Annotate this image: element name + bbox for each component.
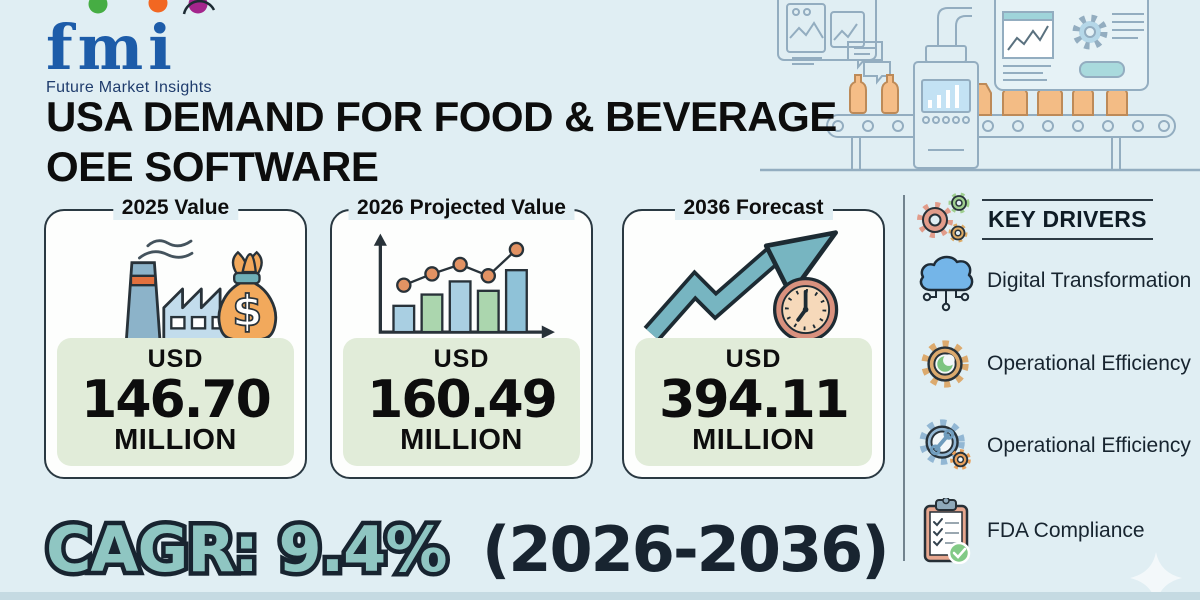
bar-chart-growth-icon [373, 233, 555, 339]
key-driver-label: Operational Efficiency [987, 352, 1191, 375]
stat-unit: MILLION [114, 424, 237, 456]
cagr-value-outline: CAGR: 9.4% [41, 509, 451, 590]
key-driver-operational-efficiency-2: Operational Efficiency [916, 416, 1192, 476]
bottom-strip [0, 592, 1200, 600]
key-driver-label: Operational Efficiency [987, 434, 1191, 457]
gear-wrench-icon [919, 419, 971, 470]
page-title-line1: USA DEMAND FOR FOOD & BEVERAGE [46, 93, 837, 140]
fmi-logo: fmi Future Market Insights [46, 0, 306, 97]
stat-card-label: 2036 Forecast [674, 196, 833, 220]
stat-value: 146.70 [81, 370, 272, 430]
key-driver-label: FDA Compliance [987, 519, 1145, 542]
clipboard-check-icon [923, 498, 971, 564]
stat-value-box: USD 146.70 MILLION [57, 338, 294, 466]
stat-currency: USD [433, 345, 490, 373]
stat-card-2025-value: 2025 Value $ USD 146.70 MILLION [44, 196, 307, 479]
gears-cluster-icon [917, 192, 970, 243]
stat-card-2036-forecast: 2036 Forecast USD 394.11 MILLION [622, 196, 885, 479]
key-drivers-title: KEY DRIVERS [982, 198, 1153, 240]
stat-unit: MILLION [692, 424, 815, 456]
factory-money-bag-icon: $ [72, 239, 279, 344]
logo-wordmark: fmi [46, 11, 177, 84]
stat-value-box: USD 160.49 MILLION [343, 338, 580, 466]
key-driver-operational-efficiency-1: Operational Efficiency [916, 334, 1192, 394]
stat-unit: MILLION [400, 424, 523, 456]
vertical-divider [903, 195, 905, 561]
sparkle-icon [1130, 552, 1182, 600]
key-drivers-header: KEY DRIVERS [914, 192, 1153, 246]
growth-arrow-clock-icon [643, 230, 838, 343]
cloud-network-icon [919, 255, 974, 312]
production-line-illustration [760, 0, 1200, 172]
stat-currency: USD [725, 345, 782, 373]
key-driver-digital-transformation: Digital Transformation [916, 250, 1192, 312]
stat-currency: USD [147, 345, 204, 373]
svg-text:$: $ [232, 287, 262, 337]
gear-sync-icon [921, 340, 969, 388]
stat-value: 394.11 [659, 370, 850, 430]
logo-tagline: Future Market Insights [46, 79, 212, 96]
page-title-line2: OEE SOFTWARE [46, 143, 379, 190]
cagr-line: CAGR: 9.4% CAGR: 9.4% (2026-2036) [41, 509, 890, 590]
key-driver-fda-compliance: FDA Compliance [916, 498, 1192, 564]
cagr-period: (2026-2036) [482, 513, 890, 586]
cagr-value: CAGR: 9.4% CAGR: 9.4% [41, 509, 451, 590]
stat-value-box: USD 394.11 MILLION [635, 338, 872, 466]
key-driver-label: Digital Transformation [987, 269, 1192, 292]
cagr-value-fill: CAGR: 9.4% [46, 513, 447, 586]
logo-dots-icon [88, 0, 216, 15]
page-title: USA DEMAND FOR FOOD & BEVERAGE OEE SOFTW… [46, 92, 866, 192]
stat-value: 160.49 [367, 370, 558, 430]
stat-card-label: 2026 Projected Value [348, 196, 575, 220]
stat-card-label: 2025 Value [112, 196, 239, 220]
stat-card-2026-projected: 2026 Projected Value USD 160.49 MILLION [330, 196, 593, 479]
